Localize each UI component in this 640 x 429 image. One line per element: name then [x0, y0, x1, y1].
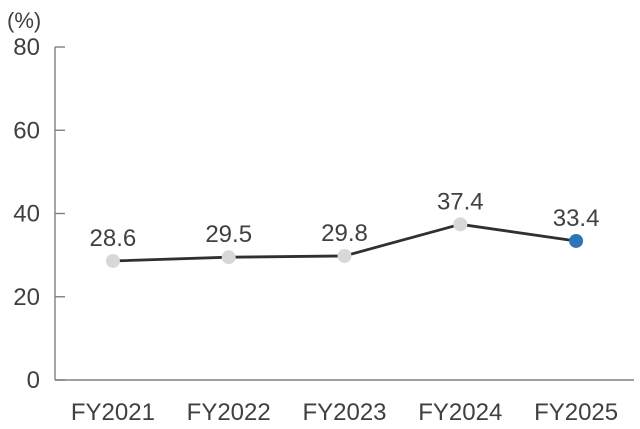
y-axis-tick-label: 20	[13, 284, 40, 311]
x-axis-category-label: FY2025	[534, 399, 618, 426]
y-axis-tick-label: 40	[13, 201, 40, 228]
x-axis-category-label: FY2021	[71, 399, 155, 426]
data-point-marker-highlighted	[569, 233, 584, 248]
data-point-label: 37.4	[437, 188, 484, 215]
data-point-marker	[221, 250, 236, 265]
x-axis-category-label: FY2024	[418, 399, 502, 426]
data-point-marker	[105, 253, 120, 268]
x-axis-category-label: FY2023	[302, 399, 386, 426]
data-point-label: 28.6	[90, 225, 137, 252]
data-point-label: 29.5	[205, 221, 252, 248]
data-point-marker	[337, 248, 352, 263]
line-series	[105, 217, 584, 268]
y-axis-unit-label: (%)	[7, 8, 41, 33]
data-point-label: 29.8	[321, 220, 368, 247]
y-axis-tick-label: 0	[27, 367, 40, 394]
data-labels: 28.6 29.5 29.8 37.4 33.4	[90, 188, 600, 252]
axes: 0 20 40 60 80 FY2021 FY2022 FY2023 FY2024 FY2025	[13, 34, 634, 426]
data-point-marker	[453, 217, 468, 232]
y-axis-tick-label: 60	[13, 117, 40, 144]
x-axis-category-label: FY2022	[187, 399, 271, 426]
y-axis-tick-label: 80	[13, 34, 40, 61]
data-point-label: 33.4	[553, 205, 600, 232]
